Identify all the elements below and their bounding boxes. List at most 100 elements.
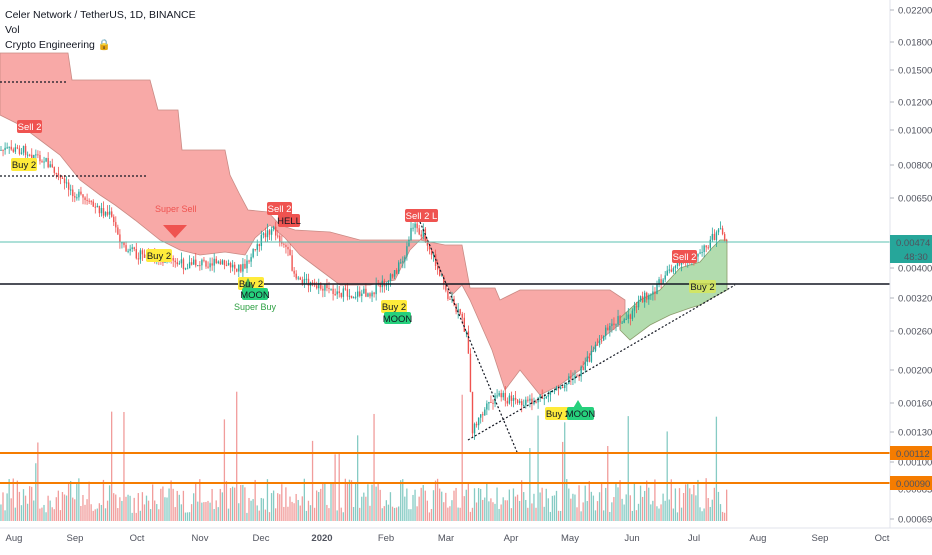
price-tick-label: 0.00320 [898, 294, 932, 305]
candle-body [521, 401, 523, 406]
candle-body [721, 228, 724, 235]
volume-bar [221, 492, 223, 521]
candle-body [445, 283, 447, 291]
volume-bar [594, 510, 597, 521]
candle-body [402, 261, 404, 263]
candle-body [242, 263, 244, 272]
volume-indicator-label[interactable]: Vol [5, 24, 20, 36]
volume-bar [164, 497, 166, 521]
moon-signal: MOON [383, 312, 412, 325]
volume-bar [588, 481, 590, 521]
volume-bar [656, 506, 658, 521]
volume-bar [510, 508, 513, 521]
time-tick-label: Feb [378, 533, 394, 544]
volume-bar [67, 481, 70, 521]
candle-body [332, 288, 334, 294]
volume-bar [336, 510, 338, 521]
candle-body [539, 395, 541, 398]
time-tick-label: May [561, 533, 579, 544]
hell-signal: HELL [277, 214, 301, 227]
candle-body [633, 306, 636, 311]
time-tick-label: Nov [192, 533, 209, 544]
candle-body [726, 240, 728, 242]
volume-bar [383, 506, 385, 521]
candle-body [373, 292, 375, 295]
candle-body [527, 399, 529, 401]
candle-body [430, 249, 433, 255]
candle-body [88, 200, 90, 202]
volume-bar [234, 487, 236, 521]
candle-body [496, 395, 498, 397]
volume-bar [484, 497, 486, 521]
candle-body [45, 158, 47, 162]
volume-bar [318, 491, 320, 521]
candle-body [594, 344, 597, 351]
script-indicator-label[interactable]: Crypto Engineering 🔒 [5, 39, 111, 51]
volume-bar [404, 496, 406, 521]
super-buy-label: Super Buy [234, 302, 277, 312]
volume-bar [80, 505, 82, 521]
volume-bar [182, 490, 185, 521]
volume-bar [31, 486, 33, 521]
volume-bar [672, 508, 674, 521]
volume-bar [687, 484, 689, 521]
volume-bar [215, 500, 217, 521]
level-1-badge: 0.00112 [890, 446, 932, 460]
volume-bar [680, 507, 683, 521]
candle-body [607, 327, 609, 331]
volume-bar [549, 511, 551, 521]
volume-bar [420, 487, 422, 521]
price-axis[interactable]: 0.02200 0.01800 0.01500 0.01200 0.01000 0.008… [889, 0, 932, 528]
candle-body [37, 154, 39, 156]
volume-bar [600, 482, 603, 521]
volume-bar [154, 500, 156, 521]
candle-body [324, 284, 326, 291]
volume-bar [127, 494, 129, 521]
candle-body [328, 288, 330, 290]
volume-bar [674, 488, 677, 521]
symbol-title[interactable]: Celer Network / TetherUS, 1D, BINANCE [5, 9, 196, 21]
volume-bar [432, 490, 435, 521]
candle-body [231, 264, 234, 268]
buy-signal: Buy 2 [11, 158, 37, 171]
candle-body [121, 242, 123, 244]
volume-bar [445, 492, 447, 521]
volume-bar [102, 479, 105, 521]
candle-body [225, 265, 228, 267]
volume-bar [488, 501, 490, 521]
candle-body [385, 284, 388, 287]
price-tick-label: 0.00069 [898, 515, 932, 526]
candle-body [94, 206, 96, 208]
time-tick-label: Sep [67, 533, 84, 544]
volume-bar [254, 479, 256, 521]
candle-body [51, 164, 53, 168]
candle-body [664, 275, 666, 280]
current-price-badge: 0.00474 [890, 235, 932, 249]
candle-body [361, 293, 363, 296]
volume-bar [340, 507, 342, 521]
candle-body [553, 390, 556, 392]
candle-body [652, 291, 654, 295]
candle-body [537, 397, 539, 403]
volume-bar [379, 489, 381, 521]
volume-bar [371, 484, 373, 521]
candle-body [199, 265, 201, 267]
volume-bar [500, 504, 502, 521]
volume-bar [641, 496, 644, 521]
volume-bar [447, 507, 449, 521]
time-axis[interactable]: Aug Sep Oct Nov Dec 2020 Feb Mar Apr May Jun Jul Aug… [0, 527, 932, 544]
volume-bar [494, 503, 496, 521]
volume-bar [76, 482, 78, 521]
time-tick-label: Sep [812, 533, 829, 544]
volume-bar [125, 496, 127, 521]
candle-body [656, 283, 658, 294]
candle-body [26, 154, 29, 156]
volume-bar [480, 488, 482, 521]
volume-bar [580, 511, 582, 521]
volume-bar [133, 497, 135, 521]
volume-bar [525, 499, 527, 521]
volume-bar [721, 511, 724, 521]
candle-body [248, 260, 250, 262]
